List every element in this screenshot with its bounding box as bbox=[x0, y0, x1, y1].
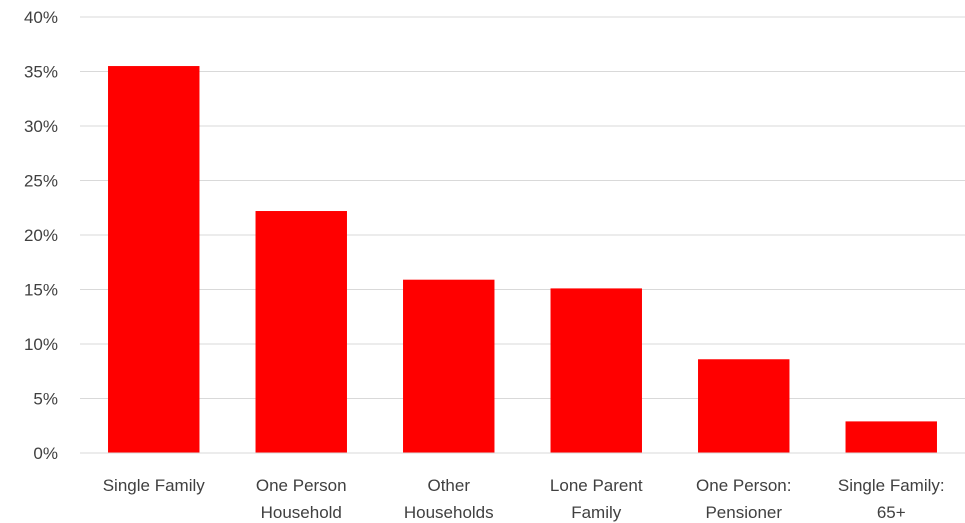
y-tick-label: 5% bbox=[33, 390, 58, 409]
y-tick-label: 15% bbox=[24, 281, 58, 300]
y-tick-label: 10% bbox=[24, 335, 58, 354]
bar bbox=[108, 66, 200, 454]
bar bbox=[698, 359, 790, 453]
x-tick-label: Lone Parent Family bbox=[550, 476, 643, 522]
x-tick-label: Other Households bbox=[404, 476, 494, 522]
y-tick-label: 25% bbox=[24, 172, 58, 191]
x-tick-label: Single Family bbox=[103, 476, 206, 495]
bar bbox=[845, 421, 937, 453]
x-tick-label: One Person: Pensioner bbox=[696, 476, 791, 522]
bar bbox=[255, 211, 347, 453]
y-tick-label: 0% bbox=[33, 444, 58, 463]
bars bbox=[108, 66, 937, 454]
bar bbox=[403, 279, 495, 453]
x-tick-label: Single Family: 65+ bbox=[838, 476, 945, 522]
y-axis: 0% 5% 10% 15% 20% 25% 30% 35% 40% bbox=[24, 8, 58, 463]
x-tick-label: One Person Household bbox=[256, 476, 347, 522]
bar bbox=[550, 288, 642, 453]
x-axis: Single Family One Person Household Other Hou… bbox=[80, 452, 965, 522]
y-tick-label: 30% bbox=[24, 117, 58, 136]
y-tick-label: 35% bbox=[24, 63, 58, 82]
y-tick-label: 40% bbox=[24, 8, 58, 27]
y-tick-label: 20% bbox=[24, 226, 58, 245]
gridlines bbox=[80, 16, 965, 454]
